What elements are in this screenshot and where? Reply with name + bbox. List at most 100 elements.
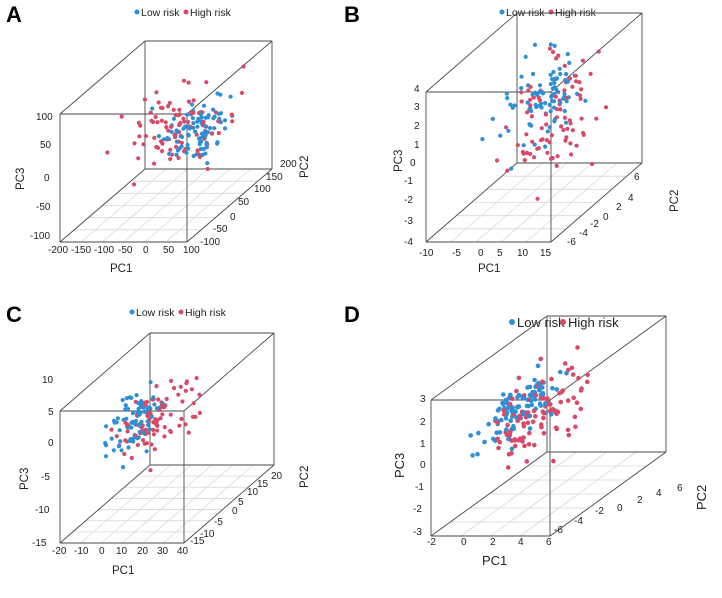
x-tick: -150 — [71, 245, 91, 256]
point-low-risk — [141, 405, 146, 410]
y-tick: 150 — [266, 172, 283, 183]
point-high-risk — [546, 402, 552, 407]
y-tick: -6 — [554, 525, 563, 536]
point-low-risk — [174, 152, 179, 157]
x-axis-label: PC1 — [112, 565, 134, 577]
point-low-risk — [548, 42, 553, 47]
z-tick: -100 — [30, 231, 50, 242]
point-high-risk — [501, 408, 507, 413]
point-high-risk — [596, 49, 601, 54]
point-high-risk — [176, 392, 181, 397]
point-low-risk — [167, 151, 172, 156]
point-low-risk — [551, 69, 556, 75]
point-high-risk — [539, 422, 544, 427]
point-low-risk — [179, 144, 184, 149]
point-high-risk — [520, 439, 525, 444]
y-tick: 0 — [617, 503, 623, 514]
point-low-risk — [519, 86, 524, 91]
point-high-risk — [527, 430, 532, 436]
point-low-risk — [564, 99, 569, 104]
point-low-risk — [501, 402, 506, 407]
point-high-risk — [569, 152, 574, 157]
x-tick: 10 — [517, 248, 529, 259]
point-low-risk — [557, 66, 562, 71]
point-high-risk — [581, 132, 586, 137]
box-edge — [163, 464, 254, 544]
legend-low-risk: Low risk — [141, 7, 180, 19]
point-low-risk — [184, 112, 190, 117]
data-points — [103, 376, 202, 473]
point-high-risk — [181, 78, 187, 83]
point-low-risk — [543, 101, 548, 106]
box-edge — [430, 315, 548, 401]
point-high-risk — [171, 386, 177, 391]
point-high-risk — [507, 432, 513, 438]
point-low-risk — [189, 102, 194, 107]
point-high-risk — [539, 126, 544, 131]
point-low-risk — [186, 146, 191, 151]
point-high-risk — [135, 442, 140, 448]
point-high-risk — [177, 423, 182, 428]
x-tick: -5 — [452, 248, 461, 259]
point-low-risk — [521, 143, 526, 148]
point-high-risk — [156, 397, 161, 402]
point-high-risk — [528, 151, 533, 157]
z-tick: -5 — [41, 472, 50, 483]
point-low-risk — [527, 392, 533, 398]
point-low-risk — [130, 411, 136, 416]
point-high-risk — [191, 401, 196, 406]
point-high-risk — [158, 139, 164, 144]
point-high-risk — [565, 427, 571, 433]
point-low-risk — [152, 402, 157, 407]
box-edge — [59, 168, 146, 243]
x-axis-label: PC1 — [110, 263, 132, 275]
legend-marker-high-risk — [178, 309, 184, 315]
point-high-risk — [151, 432, 156, 437]
point-high-risk — [562, 115, 568, 120]
z-tick: -3 — [413, 527, 422, 538]
point-high-risk — [230, 119, 235, 124]
point-high-risk — [179, 416, 184, 421]
point-low-risk — [137, 423, 142, 428]
point-low-risk — [504, 91, 509, 96]
point-high-risk — [179, 140, 184, 145]
point-high-risk — [129, 455, 134, 461]
point-high-risk — [177, 107, 182, 112]
point-high-risk — [141, 438, 146, 443]
point-low-risk — [511, 408, 516, 414]
point-low-risk — [144, 449, 149, 454]
point-low-risk — [195, 119, 200, 124]
point-high-risk — [577, 80, 582, 85]
point-high-risk — [525, 420, 531, 426]
point-low-risk — [501, 392, 506, 397]
point-low-risk — [127, 438, 132, 444]
x-tick: 100 — [183, 245, 200, 256]
point-low-risk — [545, 129, 550, 134]
point-high-risk — [588, 71, 593, 76]
point-high-risk — [540, 137, 545, 142]
point-high-risk — [194, 376, 199, 381]
point-high-risk — [548, 156, 554, 161]
point-low-risk — [555, 89, 560, 94]
point-high-risk — [530, 139, 535, 144]
point-low-risk — [527, 107, 532, 112]
x-tick: -2 — [427, 537, 436, 548]
point-low-risk — [505, 96, 510, 101]
point-high-risk — [570, 372, 576, 377]
point-high-risk — [603, 105, 609, 110]
point-low-risk — [538, 403, 543, 408]
point-high-risk — [528, 84, 533, 89]
point-low-risk — [124, 396, 129, 401]
point-high-risk — [159, 403, 164, 408]
point-high-risk — [155, 428, 160, 433]
point-low-risk — [511, 423, 516, 429]
point-high-risk — [535, 196, 540, 201]
point-low-risk — [202, 130, 207, 135]
z-axis-label: PC3 — [19, 468, 31, 490]
point-low-risk — [523, 54, 528, 59]
point-high-risk — [521, 421, 526, 426]
point-high-risk — [191, 98, 196, 103]
point-low-risk — [564, 72, 569, 77]
point-high-risk — [554, 115, 560, 120]
point-low-risk — [112, 420, 117, 425]
